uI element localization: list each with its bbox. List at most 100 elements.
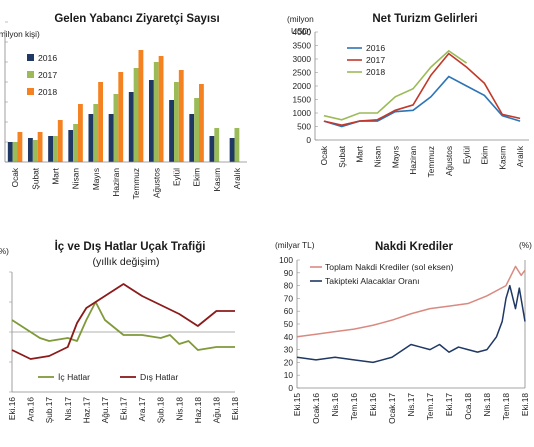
x-tick-label: Nis.17: [63, 397, 73, 421]
bar-2018: [17, 132, 23, 162]
x-tick-label: Eylül: [171, 168, 181, 186]
x-tick-label: Ara.17: [137, 397, 147, 422]
legend-swatch: [27, 71, 34, 78]
x-tick-label: Şub.17: [44, 397, 54, 424]
x-tick-label: Ocak.17: [387, 393, 397, 424]
x-tick-label: Mayıs: [91, 168, 101, 190]
x-tick-label: Eki.18: [520, 393, 530, 416]
y-tick-label: 100: [279, 255, 293, 265]
bar-2017: [93, 104, 99, 162]
line-İç Hatlar: [11, 301, 235, 351]
credit-line-chart: Nakdi Krediler (milyar TL) (%) 0 10 20 30 40 50 6…: [275, 240, 532, 424]
x-tick-label: Kasım: [497, 146, 507, 170]
x-tick-label: Ocak: [10, 167, 20, 187]
y2-axis-label: (%): [519, 240, 532, 250]
x-tick-label: Ağu.18: [211, 397, 221, 424]
y-tick-label: 4000: [293, 27, 312, 37]
bar-2018: [118, 72, 124, 162]
line-Toplam Nakdi Krediler (sol eksen): [296, 265, 526, 338]
bar-2018: [158, 56, 164, 162]
bar-2018: [78, 104, 83, 162]
line-2016: [323, 75, 521, 128]
y-tick-label: 0: [306, 135, 311, 145]
x-tick-label: Eki.16: [368, 393, 378, 416]
x-tick-label: Nisan: [71, 168, 81, 190]
y-tick-label: 3000: [293, 54, 312, 64]
legend-label: 2018: [366, 67, 385, 77]
x-tick-label: Oca.18: [463, 393, 473, 420]
bar-2017: [73, 124, 79, 162]
x-tick-label: Nis.18: [174, 397, 184, 421]
x-tick-label: Şubat: [30, 167, 40, 189]
legend-label: Takipteki Alacaklar Oranı: [325, 276, 420, 286]
bar-2017: [234, 128, 240, 162]
bar-2016: [229, 138, 235, 162]
x-tick-label: Haz.18: [193, 397, 203, 424]
chart-title: İç ve Dış Hatlar Uçak Trafiği: [55, 240, 206, 253]
x-tick-label: Aralık: [515, 145, 525, 167]
bar-2016: [88, 114, 94, 162]
y-tick-label: 80: [284, 281, 294, 291]
bar-2018: [138, 50, 144, 162]
x-tick-label: Eki.18: [230, 397, 240, 420]
bar-2016: [169, 100, 174, 162]
line-Dış Hatlar: [11, 283, 235, 360]
y-axis-label: USD): [291, 26, 312, 36]
bar-2016: [128, 92, 134, 162]
legend-label: İç Hatlar: [58, 372, 90, 382]
x-tick-label: Eylül: [462, 146, 472, 164]
bar-2017: [32, 140, 38, 162]
x-tick-label: Eki.17: [444, 393, 454, 416]
tourism-line-chart: Net Turizm Gelirleri (milyon USD) 0 500 1000 1…: [287, 13, 529, 177]
x-tick-label: Ekim: [192, 168, 202, 187]
y-axis-label: (milyar TL): [275, 240, 315, 250]
x-tick-label: Şubat: [337, 145, 347, 167]
x-tick-label: Mayıs: [390, 146, 400, 168]
visitors-bar-chart: Gelen Yabancı Ziyaretçi Sayısı (milyon ki…: [0, 13, 247, 199]
legend-label: Dış Hatlar: [140, 372, 178, 382]
x-tick-label: Haziran: [408, 146, 418, 175]
x-tick-label: Mart: [355, 145, 365, 162]
x-tick-label: Eki.17: [119, 397, 129, 420]
x-tick-label: Nisan: [372, 146, 382, 168]
x-tick-label: Nis.18: [482, 393, 492, 417]
bar-2016: [48, 136, 53, 162]
bar-2017: [113, 94, 119, 162]
bar-2016: [189, 114, 195, 162]
bar-2016: [27, 138, 33, 162]
x-tick-label: Tem.18: [501, 393, 511, 421]
line-2018: [323, 49, 468, 121]
y-tick-label: 60: [284, 306, 294, 316]
y-tick-label: 2500: [293, 68, 312, 78]
x-tick-label: Haziran: [111, 168, 121, 197]
x-tick-label: Aralık: [232, 167, 242, 189]
x-tick-label: Eki.15: [292, 393, 302, 416]
x-tick-label: Tem.17: [425, 393, 435, 421]
x-tick-label: Ocak.16: [311, 393, 321, 424]
chart-title: Net Turizm Gelirleri: [372, 13, 477, 25]
x-tick-label: Tem.16: [349, 393, 359, 421]
x-tick-label: Ekim: [479, 146, 489, 165]
bar-2016: [68, 130, 74, 162]
legend-label: 2018: [38, 87, 57, 97]
legend-label: 2016: [38, 53, 57, 63]
legend-label: 2016: [366, 43, 385, 53]
bar-2017: [153, 62, 159, 162]
bar-2018: [98, 82, 104, 162]
chart-title: Gelen Yabancı Ziyaretçi Sayısı: [54, 13, 219, 25]
y-tick-label: 1000: [293, 108, 312, 118]
bar-2017: [194, 98, 200, 162]
bar-2016: [148, 80, 154, 162]
x-tick-label: Nis.16: [330, 393, 340, 417]
chart-title: Nakdi Krediler: [375, 241, 453, 253]
y-tick-label: 0: [288, 383, 293, 393]
bar-2016: [209, 136, 215, 162]
x-tick-label: Nis.17: [406, 393, 416, 417]
y-tick-label: 20: [284, 357, 294, 367]
bar-2018: [199, 84, 204, 162]
y-tick-label: 70: [284, 293, 294, 303]
x-tick-label: Mart: [50, 167, 60, 184]
bar-2018: [57, 120, 63, 162]
x-tick-label: Ağustos: [151, 168, 161, 198]
bar-2017: [173, 82, 179, 162]
